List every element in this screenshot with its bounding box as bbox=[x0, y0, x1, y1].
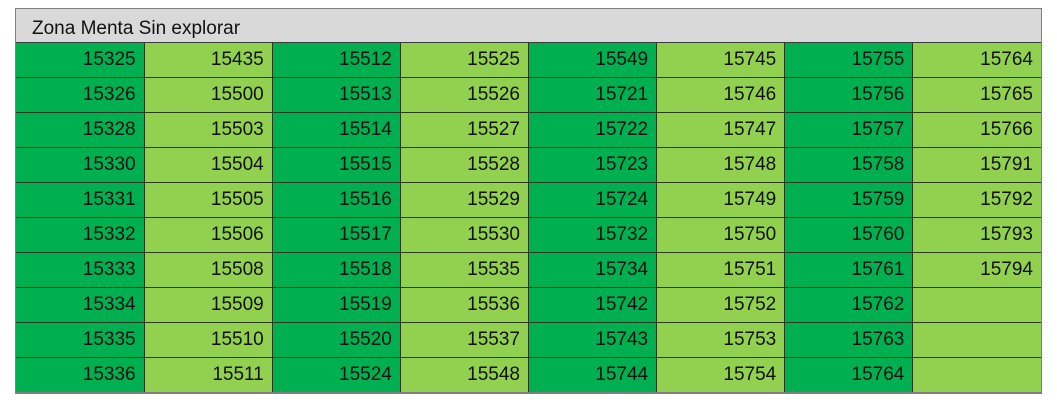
number-cell[interactable]: 15757 bbox=[784, 112, 914, 148]
table-row: 15332 15506 15517 15530 15732 15750 15760 15793 bbox=[16, 217, 1041, 253]
number-cell[interactable]: 15525 bbox=[399, 43, 530, 78]
number-cell[interactable]: 15763 bbox=[784, 322, 914, 358]
number-cell[interactable]: 15764 bbox=[912, 43, 1041, 78]
number-cell[interactable]: 15792 bbox=[912, 182, 1041, 218]
number-cell[interactable]: 15746 bbox=[656, 77, 786, 113]
number-cell[interactable]: 15513 bbox=[271, 77, 401, 113]
number-cell[interactable]: 15529 bbox=[399, 182, 530, 218]
table-row: 15334 15509 15519 15536 15742 15752 15762 bbox=[16, 287, 1041, 323]
number-cell[interactable]: 15510 bbox=[143, 322, 273, 358]
table-row: 15326 15500 15513 15526 15721 15746 15756 15765 bbox=[16, 77, 1041, 113]
number-cell[interactable]: 15764 bbox=[784, 357, 914, 392]
number-cell[interactable]: 15518 bbox=[271, 252, 401, 288]
number-cell[interactable]: 15336 bbox=[16, 357, 145, 392]
zone-table: 15325 15435 15512 15525 15549 15745 15755 15764… bbox=[16, 43, 1041, 392]
number-cell[interactable] bbox=[912, 322, 1041, 358]
number-cell[interactable]: 15758 bbox=[784, 147, 914, 183]
number-cell[interactable]: 15762 bbox=[784, 287, 914, 323]
number-cell[interactable] bbox=[912, 287, 1041, 323]
spreadsheet-range: Zona Menta Sin explorar 15325 15435 15512 1… bbox=[15, 8, 1042, 394]
number-cell[interactable]: 15535 bbox=[399, 252, 530, 288]
number-cell[interactable]: 15335 bbox=[16, 322, 145, 358]
number-cell[interactable]: 15526 bbox=[399, 77, 530, 113]
number-cell[interactable]: 15500 bbox=[143, 77, 273, 113]
number-cell[interactable]: 15743 bbox=[527, 322, 658, 358]
number-cell[interactable]: 15330 bbox=[16, 147, 145, 183]
table-row: 15330 15504 15515 15528 15723 15748 15758 15791 bbox=[16, 147, 1041, 183]
number-cell[interactable]: 15752 bbox=[656, 287, 786, 323]
number-cell[interactable]: 15524 bbox=[271, 357, 401, 392]
number-cell[interactable]: 15515 bbox=[271, 147, 401, 183]
number-cell[interactable]: 15721 bbox=[527, 77, 658, 113]
number-cell[interactable]: 15506 bbox=[143, 217, 273, 253]
number-cell[interactable]: 15509 bbox=[143, 287, 273, 323]
number-cell[interactable]: 15755 bbox=[784, 43, 914, 78]
zone-title-cell[interactable]: Zona Menta Sin explorar bbox=[16, 9, 1041, 43]
number-cell[interactable]: 15760 bbox=[784, 217, 914, 253]
number-cell[interactable]: 15331 bbox=[16, 182, 145, 218]
number-cell[interactable]: 15537 bbox=[399, 322, 530, 358]
number-cell[interactable]: 15517 bbox=[271, 217, 401, 253]
number-cell[interactable]: 15734 bbox=[527, 252, 658, 288]
number-cell[interactable]: 15794 bbox=[912, 252, 1041, 288]
number-cell[interactable]: 15332 bbox=[16, 217, 145, 253]
number-cell[interactable]: 15548 bbox=[399, 357, 530, 392]
number-cell[interactable]: 15334 bbox=[16, 287, 145, 323]
number-cell[interactable]: 15514 bbox=[271, 112, 401, 148]
number-cell[interactable]: 15745 bbox=[656, 43, 786, 78]
table-row: 15325 15435 15512 15525 15549 15745 15755 15764 bbox=[16, 43, 1041, 78]
number-cell[interactable]: 15549 bbox=[527, 43, 658, 78]
number-cell[interactable] bbox=[912, 357, 1041, 392]
number-cell[interactable]: 15516 bbox=[271, 182, 401, 218]
number-cell[interactable]: 15520 bbox=[271, 322, 401, 358]
number-cell[interactable]: 15791 bbox=[912, 147, 1041, 183]
table-row: 15328 15503 15514 15527 15722 15747 15757 15766 bbox=[16, 112, 1041, 148]
number-cell[interactable]: 15503 bbox=[143, 112, 273, 148]
table-row: 15333 15508 15518 15535 15734 15751 15761 15794 bbox=[16, 252, 1041, 288]
number-cell[interactable]: 15766 bbox=[912, 112, 1041, 148]
number-cell[interactable]: 15753 bbox=[656, 322, 786, 358]
number-cell[interactable]: 15723 bbox=[527, 147, 658, 183]
number-cell[interactable]: 15505 bbox=[143, 182, 273, 218]
number-cell[interactable]: 15750 bbox=[656, 217, 786, 253]
number-cell[interactable]: 15512 bbox=[271, 43, 401, 78]
table-row: 15335 15510 15520 15537 15743 15753 15763 bbox=[16, 322, 1041, 358]
number-cell[interactable]: 15759 bbox=[784, 182, 914, 218]
number-cell[interactable]: 15793 bbox=[912, 217, 1041, 253]
number-cell[interactable]: 15504 bbox=[143, 147, 273, 183]
table-row: 15336 15511 15524 15548 15744 15754 15764 bbox=[16, 357, 1041, 392]
number-cell[interactable]: 15732 bbox=[527, 217, 658, 253]
number-cell[interactable]: 15749 bbox=[656, 182, 786, 218]
number-cell[interactable]: 15724 bbox=[527, 182, 658, 218]
number-cell[interactable]: 15519 bbox=[271, 287, 401, 323]
number-cell[interactable]: 15754 bbox=[656, 357, 786, 392]
number-cell[interactable]: 15530 bbox=[399, 217, 530, 253]
number-cell[interactable]: 15756 bbox=[784, 77, 914, 113]
number-cell[interactable]: 15536 bbox=[399, 287, 530, 323]
number-cell[interactable]: 15328 bbox=[16, 112, 145, 148]
number-cell[interactable]: 15722 bbox=[527, 112, 658, 148]
number-cell[interactable]: 15742 bbox=[527, 287, 658, 323]
number-cell[interactable]: 15761 bbox=[784, 252, 914, 288]
number-cell[interactable]: 15744 bbox=[527, 357, 658, 392]
number-cell[interactable]: 15511 bbox=[143, 357, 273, 392]
number-cell[interactable]: 15528 bbox=[399, 147, 530, 183]
number-cell[interactable]: 15527 bbox=[399, 112, 530, 148]
number-cell[interactable]: 15435 bbox=[143, 43, 273, 78]
number-cell[interactable]: 15326 bbox=[16, 77, 145, 113]
number-cell[interactable]: 15765 bbox=[912, 77, 1041, 113]
table-row: 15331 15505 15516 15529 15724 15749 15759 15792 bbox=[16, 182, 1041, 218]
number-cell[interactable]: 15508 bbox=[143, 252, 273, 288]
number-cell[interactable]: 15747 bbox=[656, 112, 786, 148]
number-cell[interactable]: 15751 bbox=[656, 252, 786, 288]
number-cell[interactable]: 15333 bbox=[16, 252, 145, 288]
number-cell[interactable]: 15748 bbox=[656, 147, 786, 183]
number-cell[interactable]: 15325 bbox=[16, 43, 145, 78]
